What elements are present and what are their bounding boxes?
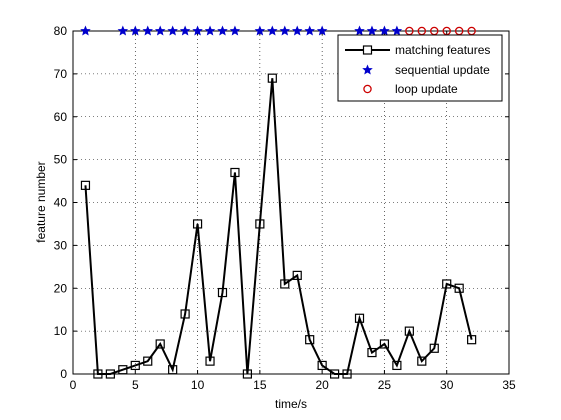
data-point-square bbox=[242, 369, 252, 379]
data-point-square bbox=[168, 365, 178, 375]
x-tick-label: 35 bbox=[502, 378, 516, 392]
y-tick-label: 80 bbox=[54, 24, 68, 38]
data-point-star bbox=[167, 25, 178, 36]
y-tick-label: 60 bbox=[54, 110, 68, 124]
data-point-square bbox=[230, 167, 240, 178]
x-tick-label: 20 bbox=[315, 378, 329, 392]
data-point-square bbox=[205, 356, 215, 366]
x-tick-label: 10 bbox=[191, 378, 205, 392]
data-point-square bbox=[467, 335, 477, 345]
data-point-star bbox=[354, 25, 365, 36]
x-axis-label: time/s bbox=[275, 397, 307, 411]
data-point-square bbox=[354, 313, 365, 323]
grid-lines bbox=[73, 31, 509, 374]
y-tick-label: 30 bbox=[54, 238, 68, 252]
x-tick-label: 25 bbox=[378, 378, 392, 392]
data-point-square bbox=[317, 360, 327, 371]
axis-ticks: 0 5 10 15 20 25 30 35 0 10 20 30 40 50 60 70 80 bbox=[54, 24, 516, 392]
data-point-square bbox=[330, 369, 340, 379]
data-point-square bbox=[305, 335, 315, 345]
data-point-square bbox=[342, 369, 352, 379]
data-point-square bbox=[143, 356, 153, 366]
y-axis-label: feature number bbox=[34, 161, 48, 242]
data-point-star bbox=[267, 25, 278, 36]
data-point-square bbox=[93, 369, 103, 379]
data-point-square bbox=[80, 180, 91, 190]
data-point-star bbox=[179, 25, 191, 36]
legend-label: loop update bbox=[395, 82, 458, 96]
data-point-star bbox=[217, 25, 228, 36]
data-point-star bbox=[192, 25, 203, 36]
series-sequential-update bbox=[80, 25, 403, 36]
x-tick-label: 0 bbox=[70, 378, 77, 392]
series-line bbox=[84, 78, 473, 375]
data-point-star bbox=[379, 25, 390, 36]
y-tick-label: 20 bbox=[54, 281, 68, 295]
data-point-star bbox=[142, 25, 154, 36]
data-point-square bbox=[367, 347, 377, 358]
legend: matching features sequential update loop u… bbox=[337, 34, 503, 102]
y-tick-label: 10 bbox=[54, 324, 68, 338]
data-point-square bbox=[118, 365, 128, 375]
data-point-star bbox=[254, 25, 266, 36]
y-tick-label: 50 bbox=[54, 153, 68, 167]
data-point-star bbox=[279, 25, 291, 36]
data-point-square bbox=[292, 270, 302, 280]
legend-label: sequential update bbox=[395, 63, 490, 77]
x-tick-label: 5 bbox=[132, 378, 139, 392]
y-tick-label: 40 bbox=[54, 196, 68, 210]
x-tick-label: 15 bbox=[253, 378, 267, 392]
data-point-square bbox=[105, 369, 115, 379]
data-point-star bbox=[316, 25, 328, 36]
data-point-square bbox=[255, 219, 265, 229]
data-point-square bbox=[442, 279, 452, 289]
y-tick-label: 70 bbox=[54, 67, 68, 81]
data-point-star bbox=[304, 25, 315, 36]
legend-marker-star bbox=[362, 64, 373, 75]
data-point-square bbox=[192, 219, 203, 229]
data-point-square bbox=[180, 309, 190, 319]
legend-marker-circle bbox=[363, 84, 372, 94]
series-matching-features bbox=[80, 73, 477, 379]
data-point-star bbox=[291, 25, 303, 36]
data-point-star bbox=[154, 25, 166, 36]
data-point-star bbox=[204, 25, 216, 36]
data-point-star bbox=[130, 25, 141, 36]
data-point-square bbox=[379, 339, 390, 349]
data-point-star bbox=[391, 25, 403, 36]
data-point-square bbox=[429, 343, 439, 353]
x-tick-label: 30 bbox=[440, 378, 454, 392]
data-point-star bbox=[80, 25, 91, 36]
data-point-square bbox=[130, 360, 140, 371]
data-point-star bbox=[117, 25, 129, 36]
data-point-star bbox=[229, 25, 241, 36]
legend-label: matching features bbox=[395, 43, 490, 57]
data-point-square bbox=[155, 339, 165, 349]
data-point-square bbox=[280, 279, 290, 289]
data-point-square bbox=[454, 283, 464, 293]
data-point-square bbox=[404, 326, 414, 336]
data-point-square bbox=[417, 356, 427, 366]
data-point-square bbox=[392, 360, 402, 371]
data-point-square bbox=[217, 287, 228, 298]
legend-marker-square bbox=[362, 45, 373, 55]
y-tick-label: 0 bbox=[60, 367, 67, 381]
data-point-star bbox=[366, 25, 378, 36]
data-point-square bbox=[267, 73, 277, 83]
